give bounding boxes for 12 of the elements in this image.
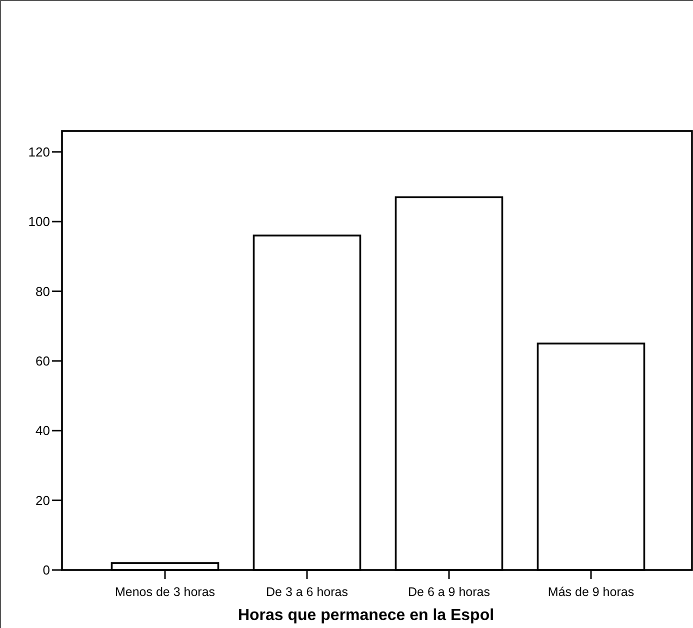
y-tick-label: 40: [36, 423, 50, 438]
y-tick-label: 80: [36, 284, 50, 299]
y-tick-label: 20: [36, 492, 50, 508]
x-axis-title: Horas que permanece en la Espol: [238, 607, 494, 624]
x-tick-label: De 6 a 9 horas: [408, 585, 490, 599]
y-tick-label: 60: [36, 354, 50, 368]
x-tick-label: De 3 a 6 horas: [266, 585, 348, 599]
y-tick-label: 120: [28, 144, 50, 160]
x-tick-label: Menos de 3 horas: [114, 585, 216, 599]
y-tick-label: 0: [42, 562, 50, 578]
y-tick-label: 100: [28, 214, 50, 230]
x-tick-label: Más de 9 horas: [548, 585, 634, 599]
